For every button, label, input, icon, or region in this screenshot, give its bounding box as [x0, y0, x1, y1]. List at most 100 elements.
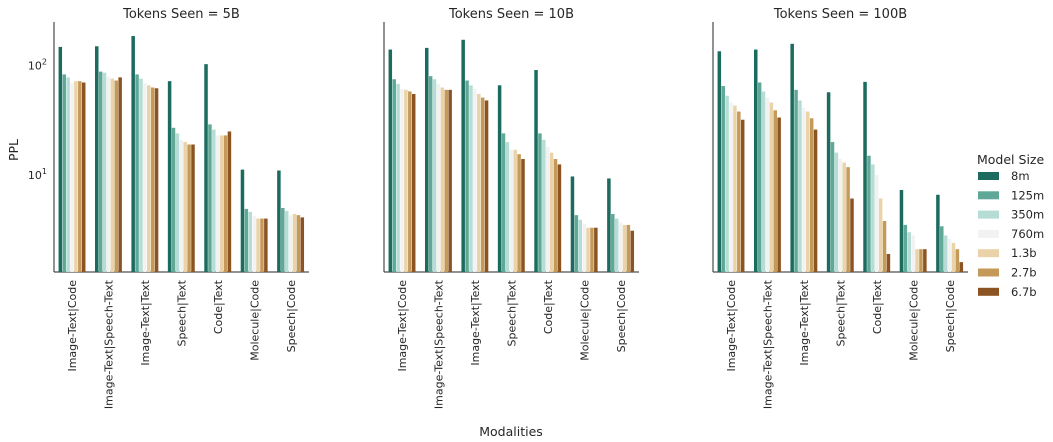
- x-tick-label: Molecule|Code: [578, 280, 591, 361]
- bar: [264, 218, 268, 272]
- bar: [871, 164, 875, 272]
- bar: [215, 135, 220, 272]
- bar: [281, 207, 285, 272]
- bar: [513, 149, 517, 272]
- bar: [626, 224, 631, 272]
- bar: [204, 64, 208, 273]
- x-tick-label: Speech|Text: [506, 279, 519, 346]
- legend-label: 760m: [1011, 227, 1044, 241]
- bar: [936, 194, 940, 272]
- bar: [834, 152, 839, 272]
- bar: [296, 215, 301, 272]
- x-tick-label: Image-Text|Code: [725, 280, 738, 372]
- bar: [191, 144, 195, 272]
- x-tick-label: Image-Text|Speech-Text: [762, 279, 775, 409]
- bar: [886, 253, 891, 272]
- y-axis-label: PPL: [6, 139, 21, 161]
- bar: [959, 262, 964, 272]
- bar: [725, 95, 729, 273]
- legend-label: 8m: [1011, 169, 1030, 183]
- panel: Tokens Seen = 5B 101 102 Image-Text|Code Ima…: [28, 7, 309, 409]
- bar: [248, 211, 253, 272]
- bar: [553, 159, 558, 272]
- bar: [497, 85, 502, 272]
- bar: [757, 82, 762, 272]
- bar: [300, 217, 305, 272]
- x-tick-label: Speech|Code: [944, 280, 957, 353]
- bar: [517, 154, 521, 272]
- bar: [882, 221, 887, 272]
- bar: [951, 242, 956, 272]
- bar: [607, 178, 611, 272]
- bar: [219, 135, 224, 272]
- bar: [618, 222, 623, 272]
- bar: [432, 79, 437, 272]
- bar: [534, 70, 538, 272]
- bar: [538, 133, 542, 272]
- bar: [614, 218, 619, 272]
- bar: [940, 226, 944, 272]
- bar: [428, 76, 433, 272]
- x-tick-label: Image-Text|Speech-Text: [433, 279, 446, 409]
- bar: [106, 76, 111, 272]
- bar: [874, 175, 879, 272]
- bar: [826, 92, 831, 272]
- x-tick-label: Image-Text|Text: [469, 279, 482, 365]
- bar: [78, 81, 82, 272]
- bar: [277, 170, 281, 272]
- bar: [777, 117, 781, 272]
- legend-label: 125m: [1011, 188, 1044, 202]
- bar: [212, 129, 216, 272]
- y-tick-label: 101: [28, 167, 47, 182]
- bar: [611, 214, 615, 272]
- bar: [947, 239, 952, 272]
- legend-title: Model Size: [977, 152, 1044, 167]
- bar: [404, 89, 408, 272]
- bar: [878, 198, 883, 272]
- bar: [574, 215, 579, 272]
- legend-label: 350m: [1011, 208, 1044, 222]
- bar: [919, 249, 923, 272]
- legend-swatch: [978, 249, 999, 258]
- bar: [477, 93, 481, 272]
- bar: [907, 232, 912, 272]
- x-tick-label: Code|Text: [212, 279, 225, 334]
- bar: [578, 219, 583, 272]
- y-tick-label: 102: [28, 58, 47, 73]
- x-tick-label: Code|Text: [871, 279, 884, 334]
- bar: [765, 97, 770, 272]
- panel-title: Tokens Seen = 10B: [448, 7, 574, 22]
- x-tick-label: Image-Text|Text: [139, 279, 152, 365]
- bar: [911, 235, 915, 272]
- bar: [809, 118, 814, 272]
- bar: [252, 216, 256, 272]
- bar: [769, 102, 774, 272]
- bar: [461, 39, 465, 272]
- bar: [943, 235, 948, 272]
- bar: [440, 87, 445, 273]
- x-tick-label: Speech|Code: [615, 280, 628, 353]
- bar: [150, 87, 155, 273]
- bar: [62, 74, 66, 272]
- bar: [557, 164, 562, 272]
- bar: [622, 224, 627, 272]
- bar: [424, 47, 429, 272]
- bar: [813, 129, 818, 272]
- bar: [480, 97, 485, 272]
- bar: [717, 51, 722, 272]
- bar: [586, 227, 590, 272]
- legend-label: 6.7b: [1011, 285, 1037, 299]
- bar: [850, 198, 854, 272]
- bar: [70, 83, 74, 272]
- bar: [590, 227, 594, 272]
- x-tick-label: Image-Text|Text: [798, 279, 811, 365]
- bar: [110, 78, 115, 272]
- bar: [867, 155, 871, 272]
- bar: [66, 77, 70, 273]
- bar: [549, 152, 554, 272]
- bar: [284, 210, 289, 272]
- x-tick-label: Speech|Text: [835, 279, 848, 346]
- bar: [154, 88, 159, 272]
- bar: [570, 176, 575, 272]
- bar: [118, 77, 122, 273]
